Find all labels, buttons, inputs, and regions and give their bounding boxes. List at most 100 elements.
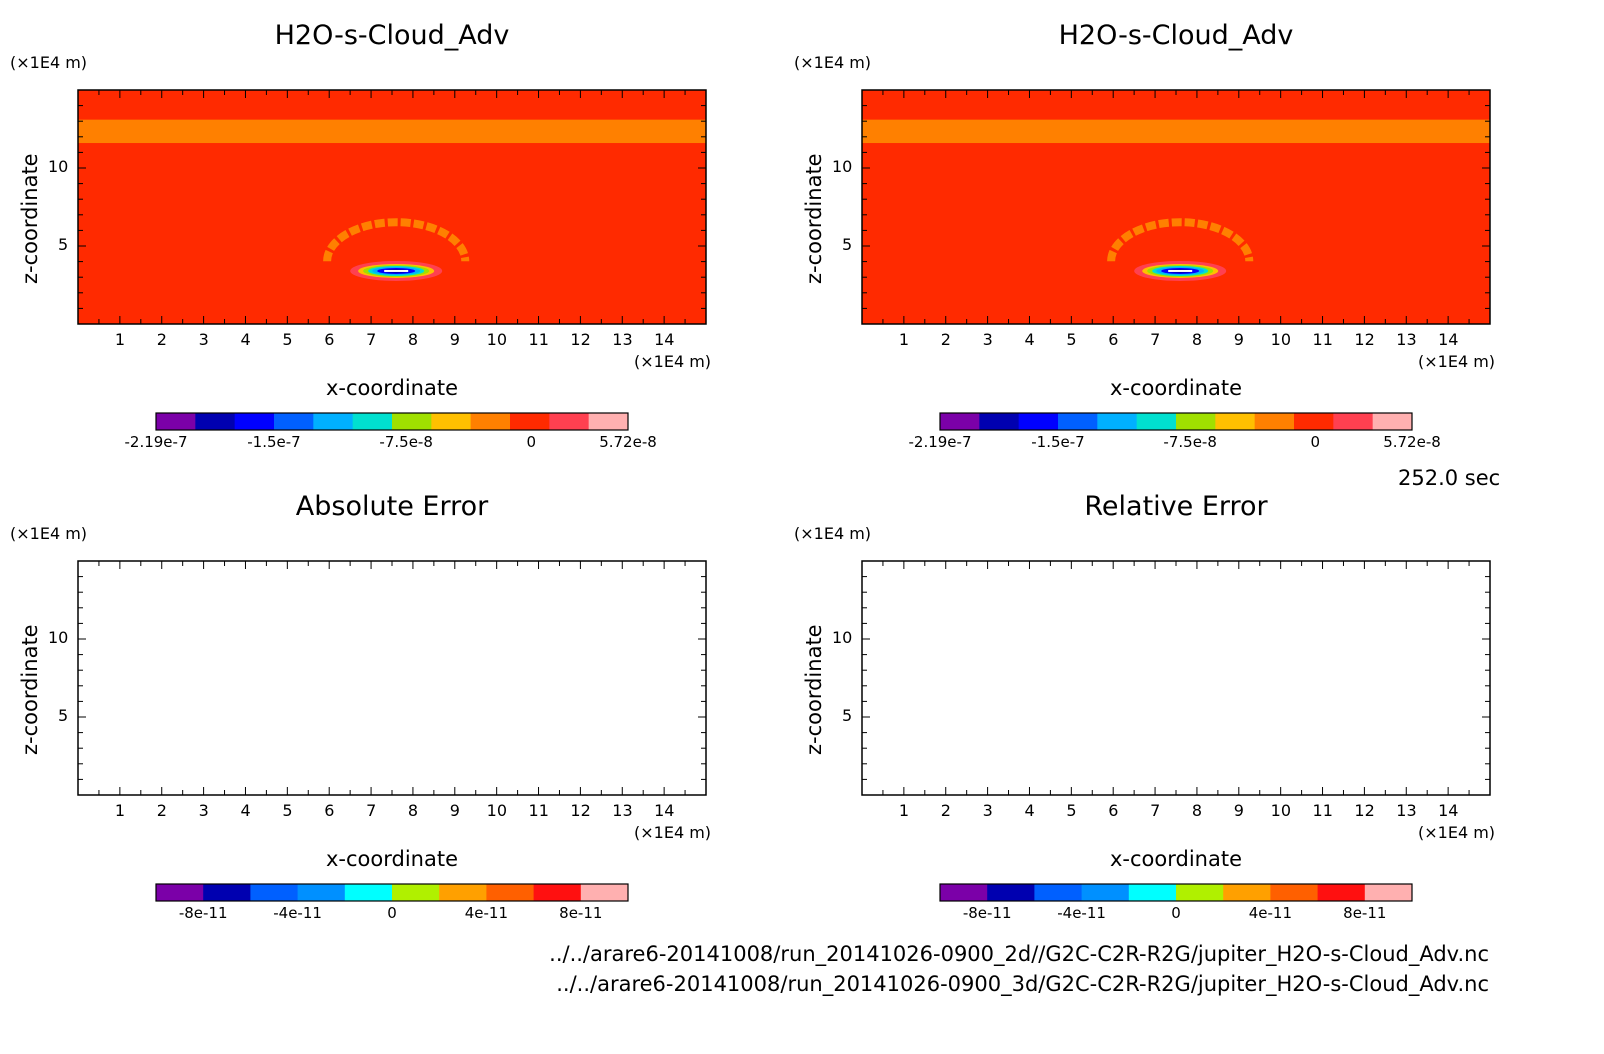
x-tick-label: 9	[449, 801, 460, 820]
colorbar-swatch	[549, 413, 590, 430]
colorbar-tick-label: 8e-11	[1343, 904, 1387, 922]
time-label: 252.0 sec	[1398, 466, 1501, 490]
colorbar-swatch	[940, 884, 988, 901]
core-highlight	[1168, 269, 1193, 272]
y-axis-unit: (×1E4 m)	[10, 53, 88, 72]
x-axis-label: x-coordinate	[1109, 847, 1243, 871]
colorbar-tick-label: -4e-11	[1057, 904, 1106, 922]
x-tick-label: 6	[1108, 330, 1119, 349]
colorbar-tick-label: 5.72e-8	[599, 433, 657, 451]
x-tick-label: 11	[528, 330, 549, 349]
x-tick-label: 6	[1108, 801, 1119, 820]
chart-title: H2O-s-Cloud_Adv	[274, 20, 510, 51]
colorbar-swatch	[1223, 884, 1271, 901]
plot-frame	[861, 560, 1491, 796]
x-tick-label: 13	[612, 330, 633, 349]
colorbar-swatch	[234, 413, 275, 430]
colorbar-tick-label: -1.5e-7	[1031, 433, 1085, 451]
plot-frame	[77, 560, 707, 796]
colorbar-swatch	[1317, 884, 1366, 901]
x-tick-label: 12	[570, 801, 591, 820]
colorbar-swatch	[486, 884, 535, 901]
colorbar-tick-label: -2.19e-7	[124, 433, 188, 451]
x-tick-label: 4	[1024, 330, 1035, 349]
x-tick-label: 7	[1150, 330, 1161, 349]
colorbar-swatch	[439, 884, 487, 901]
x-axis-label: x-coordinate	[325, 847, 459, 871]
x-tick-label: 11	[1312, 330, 1333, 349]
colorbar-swatch	[580, 884, 629, 901]
chart-title: Relative Error	[1084, 491, 1268, 522]
y-axis-unit: (×1E4 m)	[794, 524, 872, 543]
x-tick-label: 12	[1354, 330, 1375, 349]
y-tick-label: 10	[832, 157, 853, 176]
colorbar-tick-label: -4e-11	[273, 904, 322, 922]
colorbar-swatch	[1097, 413, 1138, 430]
colorbar-tick-label: -8e-11	[178, 904, 228, 922]
x-axis-unit: (×1E4 m)	[1418, 352, 1496, 371]
colorbar-tick-label: -1.5e-7	[247, 433, 301, 451]
x-axis-unit: (×1E4 m)	[1418, 823, 1496, 842]
y-tick-label: 5	[58, 706, 69, 725]
colorbar-swatch	[352, 413, 393, 430]
colorbar-swatch	[1128, 884, 1177, 901]
file-path-3d: ../../arare6-20141008/run_20141026-0900_…	[556, 972, 1489, 996]
x-tick-label: 11	[1312, 801, 1333, 820]
x-tick-label: 3	[982, 330, 993, 349]
x-tick-label: 8	[407, 330, 419, 349]
x-tick-label: 14	[1438, 330, 1459, 349]
y-tick-label: 10	[48, 157, 69, 176]
x-tick-label: 10	[1270, 330, 1292, 349]
x-tick-label: 10	[486, 330, 508, 349]
x-tick-label: 3	[198, 330, 209, 349]
colorbar-swatch	[1372, 413, 1413, 430]
colorbar-swatch	[940, 413, 980, 430]
chart-panel-3	[77, 560, 707, 902]
colorbar-swatch	[1034, 884, 1083, 901]
field-ring	[323, 218, 470, 262]
colorbar-frame	[155, 412, 629, 431]
colorbar-swatch	[431, 413, 472, 430]
colorbar-swatch	[156, 884, 204, 901]
x-tick-label: 14	[1438, 801, 1459, 820]
colorbar-tick-label: 0	[526, 433, 537, 451]
colorbar-frame	[939, 412, 1413, 431]
colorbar-tick-label: -2.19e-7	[908, 433, 972, 451]
colorbar-swatch	[1270, 884, 1319, 901]
colorbar-tick-label: -7.5e-8	[1163, 433, 1217, 451]
x-axis-unit: (×1E4 m)	[634, 352, 712, 371]
x-tick-label: 5	[1066, 801, 1077, 820]
colorbar-swatch	[392, 884, 440, 901]
colorbar-swatch	[987, 884, 1035, 901]
x-tick-label: 12	[570, 330, 591, 349]
x-tick-label: 8	[407, 801, 419, 820]
x-tick-label: 13	[1396, 801, 1417, 820]
colorbar-swatch	[156, 413, 196, 430]
colorbar-swatch	[1333, 413, 1374, 430]
chart-title: H2O-s-Cloud_Adv	[1058, 20, 1294, 51]
x-tick-label: 5	[1066, 330, 1077, 349]
colorbar-frame	[155, 883, 629, 902]
x-tick-label: 1	[114, 330, 126, 349]
x-tick-label: 6	[324, 801, 335, 820]
colorbar-tick-label: -8e-11	[962, 904, 1012, 922]
colorbar-swatch	[195, 413, 236, 430]
colorbar-swatch	[344, 884, 393, 901]
x-tick-label: 9	[1233, 330, 1244, 349]
colorbar-tick-label: 0	[387, 904, 397, 922]
x-tick-label: 4	[240, 801, 251, 820]
x-tick-label: 1	[898, 330, 910, 349]
x-tick-label: 7	[366, 330, 377, 349]
x-tick-label: 2	[940, 801, 951, 820]
colorbar-swatch	[313, 413, 354, 430]
x-tick-label: 9	[1233, 801, 1244, 820]
x-tick-label: 2	[156, 330, 167, 349]
y-tick-label: 5	[842, 235, 853, 254]
colorbar-swatch	[1058, 413, 1098, 430]
colorbar-swatch	[979, 413, 1020, 430]
x-tick-label: 7	[1150, 801, 1161, 820]
colorbar-swatch	[203, 884, 251, 901]
file-path-2d: ../../arare6-20141008/run_20141026-0900_…	[549, 942, 1489, 966]
x-tick-label: 14	[654, 330, 675, 349]
